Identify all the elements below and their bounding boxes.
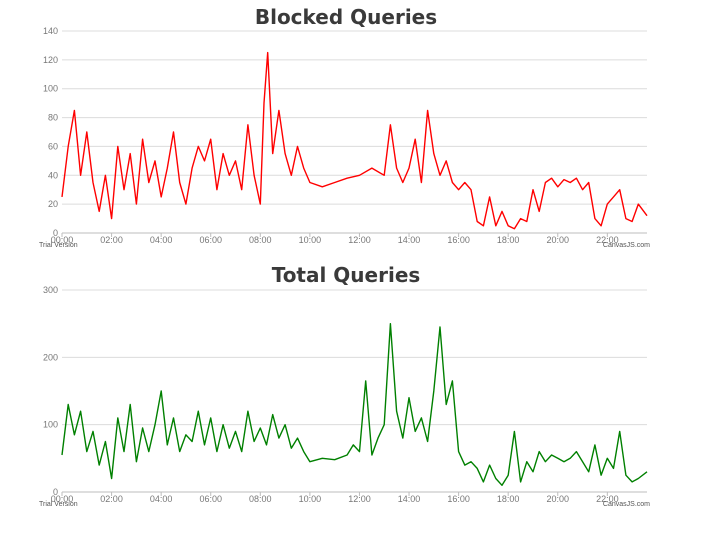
- canvasjs-watermark[interactable]: CanvasJS.com: [603, 242, 650, 249]
- chart-title: Blocked Queries: [255, 5, 437, 29]
- x-tick-label: 18:00: [497, 494, 520, 504]
- x-tick-label: 00:00: [51, 494, 74, 504]
- x-tick-label: 16:00: [447, 235, 470, 245]
- x-tick-label: 04:00: [150, 494, 173, 504]
- x-tick-label: 06:00: [199, 494, 222, 504]
- x-tick-label: 10:00: [299, 235, 322, 245]
- y-tick-label: 140: [43, 26, 58, 36]
- x-tick-label: 06:00: [199, 235, 222, 245]
- x-tick-label: 14:00: [398, 494, 421, 504]
- y-tick-label: 80: [48, 113, 58, 123]
- y-tick-label: 300: [43, 285, 58, 295]
- y-tick-label: 60: [48, 141, 58, 151]
- trial-version-watermark: Trial Version: [39, 242, 78, 249]
- x-tick-label: 18:00: [497, 235, 520, 245]
- y-tick-label: 200: [43, 352, 58, 362]
- series-line: [61, 323, 648, 486]
- x-tick-label: 22:00: [596, 235, 619, 245]
- y-tick-label: 100: [43, 84, 58, 94]
- x-tick-label: 02:00: [100, 235, 123, 245]
- x-tick-label: 12:00: [348, 235, 371, 245]
- y-tick-label: 0: [53, 228, 58, 238]
- y-tick-label: 120: [43, 55, 58, 65]
- x-tick-label: 20:00: [546, 235, 569, 245]
- y-tick-label: 100: [43, 420, 58, 430]
- x-tick-label: 16:00: [447, 494, 470, 504]
- trial-version-watermark: Trial Version: [39, 501, 78, 508]
- x-tick-label: 04:00: [150, 235, 173, 245]
- x-tick-label: 22:00: [596, 494, 619, 504]
- x-tick-label: 20:00: [546, 494, 569, 504]
- x-tick-label: 08:00: [249, 494, 272, 504]
- blocked-queries-chart: Blocked Queries 0 20 40 60 80 100 120 140 00:00 02…: [39, 5, 650, 249]
- x-tick-label: 08:00: [249, 235, 272, 245]
- x-tick-label: 02:00: [100, 494, 123, 504]
- total-queries-chart: Total Queries 0 100 200 300 00:00 02:00 04:00 06…: [39, 263, 650, 508]
- x-tick-label: 14:00: [398, 235, 421, 245]
- x-tick-label: 12:00: [348, 494, 371, 504]
- series-line: [61, 51, 648, 230]
- x-tick-label: 00:00: [51, 235, 74, 245]
- y-tick-label: 0: [53, 487, 58, 497]
- y-tick-label: 20: [48, 199, 58, 209]
- chart-title: Total Queries: [272, 263, 421, 287]
- canvasjs-watermark[interactable]: CanvasJS.com: [603, 501, 650, 508]
- x-tick-label: 10:00: [299, 494, 322, 504]
- y-tick-label: 40: [48, 170, 58, 180]
